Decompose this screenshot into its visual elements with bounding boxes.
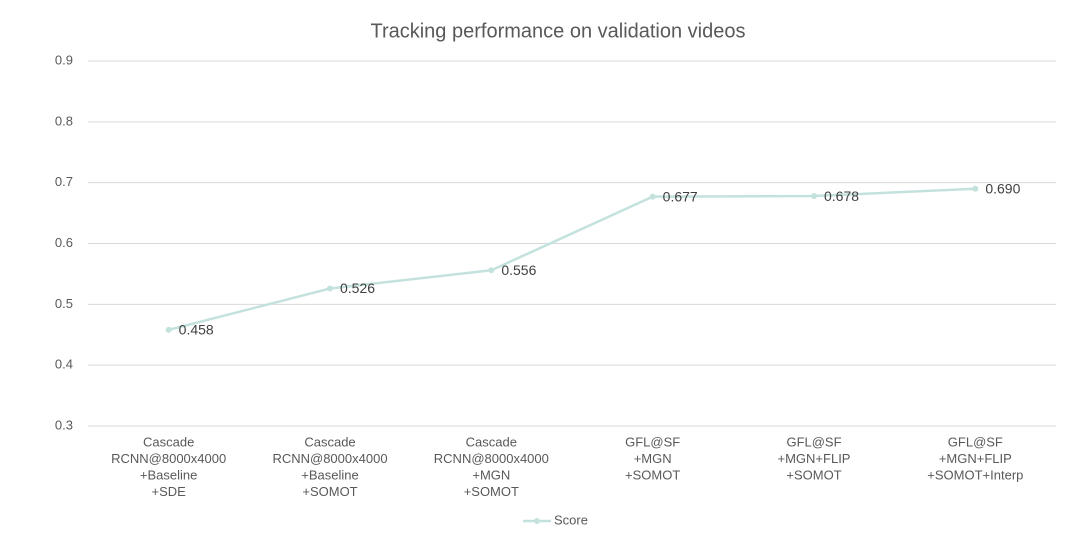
value-label: 0.556 [501,262,536,278]
legend-marker [534,518,540,524]
x-tick-label: +SDE [152,484,187,499]
x-tick-label: +MGN+FLIP [778,451,851,466]
x-tick-label: Cascade [143,434,194,449]
point [811,193,817,200]
chart-title: Tracking performance on validation video… [370,20,745,42]
y-tick-label: 0.8 [55,113,73,128]
value-label: 0.458 [179,322,214,338]
legend-label: Score [554,512,588,527]
x-tick-label: +SOMOT+Interp [927,467,1023,482]
x-tick-label: +Baseline [140,467,197,482]
value-label: 0.677 [663,188,698,204]
x-tick-label: RCNN@8000x4000 [434,451,549,466]
x-tick-label: +SOMOT [625,467,680,482]
y-tick-label: 0.4 [55,357,73,372]
x-tick-label: +SOMOT [786,467,841,482]
point [488,267,495,274]
x-tick-label: +SOMOT [464,484,519,499]
x-tick-label: Cascade [466,434,517,449]
x-tick-label: GFL@SF [948,434,1003,449]
value-label: 0.526 [340,280,375,296]
point [649,193,656,200]
x-tick-label: +SOMOT [302,484,357,499]
y-tick-label: 0.9 [55,52,73,67]
x-tick-label: GFL@SF [786,434,841,449]
y-tick-label: 0.7 [55,174,73,189]
point [972,185,979,192]
y-tick-label: 0.6 [55,235,73,250]
x-tick-label: RCNN@8000x4000 [272,451,387,466]
x-tick-label: +MGN+FLIP [939,451,1012,466]
point [165,326,172,333]
x-tick-label: +MGN [634,451,672,466]
y-tick-label: 0.5 [55,296,73,311]
x-tick-label: RCNN@8000x4000 [111,451,226,466]
y-tick-label: 0.3 [55,417,73,432]
line [168,187,976,332]
value-label: 0.690 [985,180,1020,196]
x-tick-label: +MGN [472,467,510,482]
x-tick-label: Cascade [304,434,355,449]
point [327,285,333,292]
value-label: 0.678 [824,188,859,204]
x-tick-label: GFL@SF [625,434,680,449]
x-tick-label: +Baseline [301,467,358,482]
